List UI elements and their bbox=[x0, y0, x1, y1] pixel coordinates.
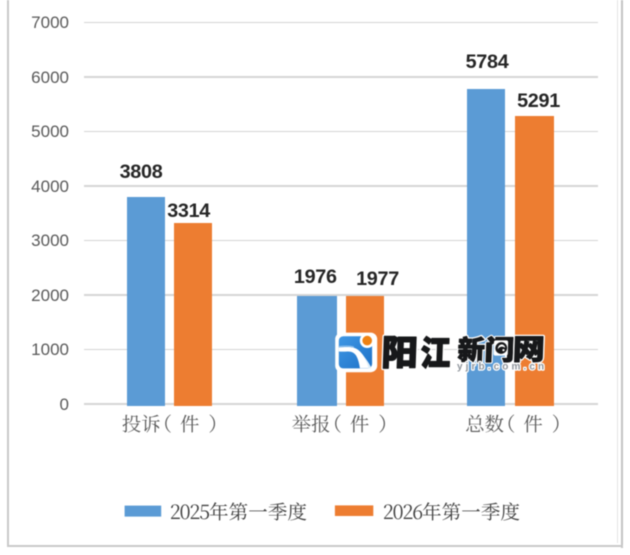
svg-text:yjrb.com.cn: yjrb.com.cn bbox=[457, 361, 547, 372]
